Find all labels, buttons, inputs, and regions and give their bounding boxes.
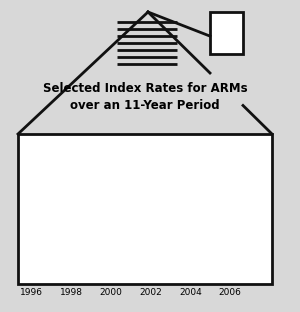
Polygon shape bbox=[18, 134, 272, 284]
Text: Selected Index Rates for ARMs
over an 11-Year Period: Selected Index Rates for ARMs over an 11… bbox=[43, 82, 247, 112]
Text: 1-Year London Interbank
Offered Rate (LIBOR): 1-Year London Interbank Offered Rate (LI… bbox=[123, 166, 220, 180]
Polygon shape bbox=[210, 12, 243, 54]
Text: 1-Year Constant-Maturity
Treasury (CMT) Securities: 1-Year Constant-Maturity Treasury (CMT) … bbox=[28, 250, 131, 281]
Text: 11th District Cost
of Funds Index (COFI): 11th District Cost of Funds Index (COFI) bbox=[178, 206, 258, 237]
